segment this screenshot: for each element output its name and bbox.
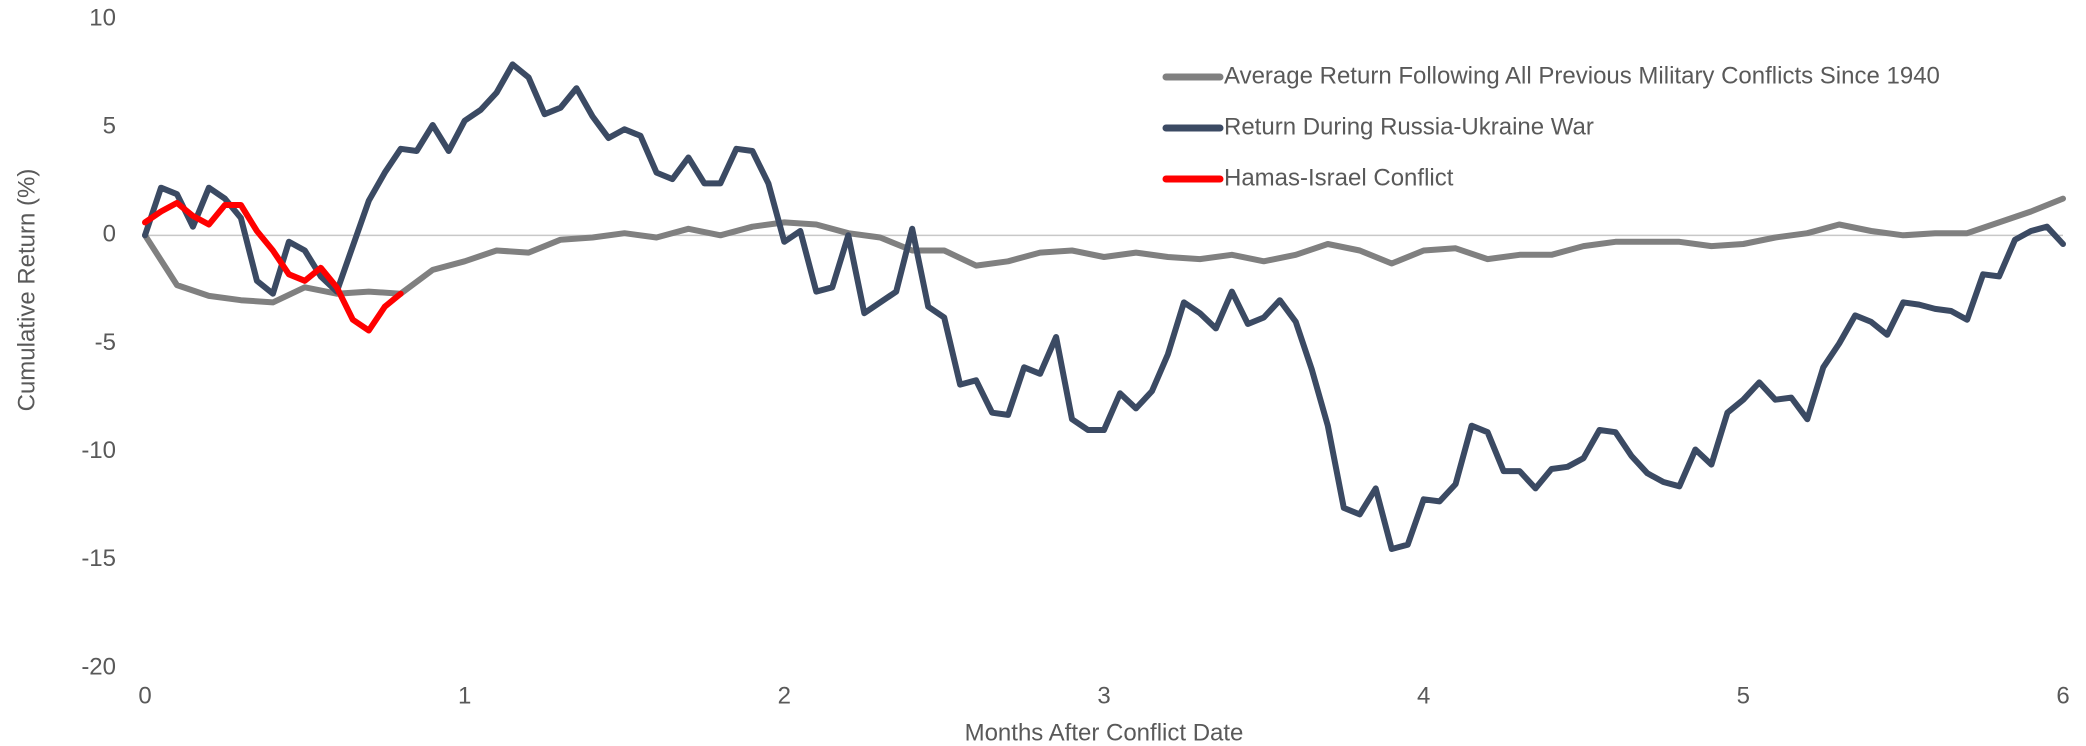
series-line [142,195,2066,306]
legend-label: Hamas-Israel Conflict [1224,164,1454,191]
x-tick-label: 3 [1097,682,1110,709]
y-tick-label: 0 [103,221,116,248]
series-line [142,199,404,334]
y-tick-label: -15 [81,545,116,572]
legend-label: Average Return Following All Previous Mi… [1224,62,1940,89]
x-axis-title: Months After Conflict Date [965,719,1244,746]
y-axis-title: Cumulative Return (%) [13,169,40,412]
x-tick-label: 4 [1417,682,1430,709]
y-tick-label: 5 [103,113,116,140]
x-tick-label: 0 [138,682,151,709]
y-tick-label: -5 [95,329,116,356]
x-tick-label: 5 [1737,682,1750,709]
series-line [142,61,2066,552]
x-tick-label: 2 [778,682,791,709]
x-tick-label: 1 [458,682,471,709]
y-tick-label: -20 [81,653,116,680]
legend-label: Return During Russia-Ukraine War [1224,113,1594,140]
y-tick-label: 10 [89,4,116,31]
y-tick-label: -10 [81,437,116,464]
x-tick-label: 6 [2056,682,2069,709]
